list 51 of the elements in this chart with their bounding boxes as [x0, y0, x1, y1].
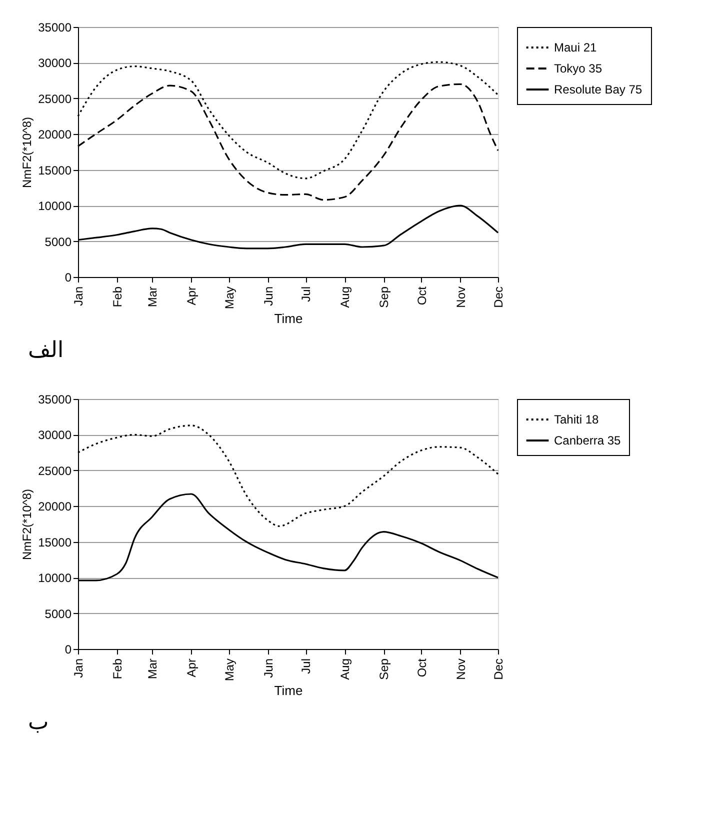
x-tick-label: Sep — [377, 658, 392, 680]
x-tick-label: Sep — [377, 286, 392, 308]
y-tick-label: 35000 — [38, 392, 72, 406]
x-tick-label: Jul — [299, 286, 314, 302]
x-tick-label: Nov — [454, 286, 468, 308]
x-tick-label: Dec — [492, 286, 506, 308]
y-axis-title: NmF2(*10^8) — [20, 489, 34, 560]
y-tick-label: 5000 — [44, 234, 72, 249]
x-tick-label: Dec — [492, 658, 506, 680]
x-tick-label: May — [222, 286, 236, 310]
text: الف — [28, 338, 64, 363]
x-tick-label: Apr — [184, 658, 199, 678]
y-tick-label: 25000 — [38, 92, 72, 106]
x-axis-title: Time — [274, 683, 303, 698]
x-tick-label: Jan — [72, 286, 86, 306]
legend-label: Tokyo 35 — [554, 62, 602, 76]
x-tick-label: Oct — [414, 658, 429, 678]
x-tick-label: Mar — [146, 658, 160, 680]
y-axis-title: NmF2(*10^8) — [20, 117, 34, 188]
y-tick-label: 35000 — [38, 20, 72, 34]
x-tick-label: Oct — [414, 286, 429, 306]
x-tick-label: Mar — [146, 286, 160, 308]
legend-label: Resolute Bay 75 — [554, 82, 642, 96]
y-tick-label: 25000 — [38, 464, 72, 478]
y-tick-label: 20000 — [38, 500, 72, 514]
x-tick-label: Jun — [261, 286, 276, 306]
x-tick-label: Aug — [338, 658, 352, 680]
text: ب — [28, 710, 49, 735]
y-tick-label: 0 — [64, 642, 72, 656]
x-tick-label: Aug — [338, 286, 352, 308]
x-tick-label: May — [222, 658, 236, 682]
y-tick-label: 20000 — [38, 128, 72, 142]
x-tick-label: Feb — [110, 658, 124, 680]
legend-label: Canberra 35 — [554, 434, 622, 448]
y-tick-label: 30000 — [38, 428, 72, 442]
x-tick-label: Jun — [261, 658, 276, 678]
y-tick-label: 15000 — [38, 163, 72, 178]
x-tick-label: Apr — [184, 286, 199, 306]
y-tick-label: 10000 — [38, 199, 72, 214]
x-tick-label: Nov — [454, 658, 468, 680]
x-tick-label: Jan — [72, 658, 86, 678]
y-tick-label: 10000 — [38, 571, 72, 586]
y-tick-label: 30000 — [38, 56, 72, 70]
x-tick-label: Feb — [110, 286, 124, 308]
x-tick-label: Jul — [299, 658, 314, 674]
y-tick-label: 15000 — [38, 535, 72, 550]
x-axis-title: Time — [274, 311, 303, 326]
legend-label: Maui 21 — [554, 40, 598, 54]
legend-label: Tahiti 18 — [554, 412, 600, 426]
y-tick-label: 0 — [64, 270, 72, 284]
y-tick-label: 5000 — [44, 606, 72, 621]
